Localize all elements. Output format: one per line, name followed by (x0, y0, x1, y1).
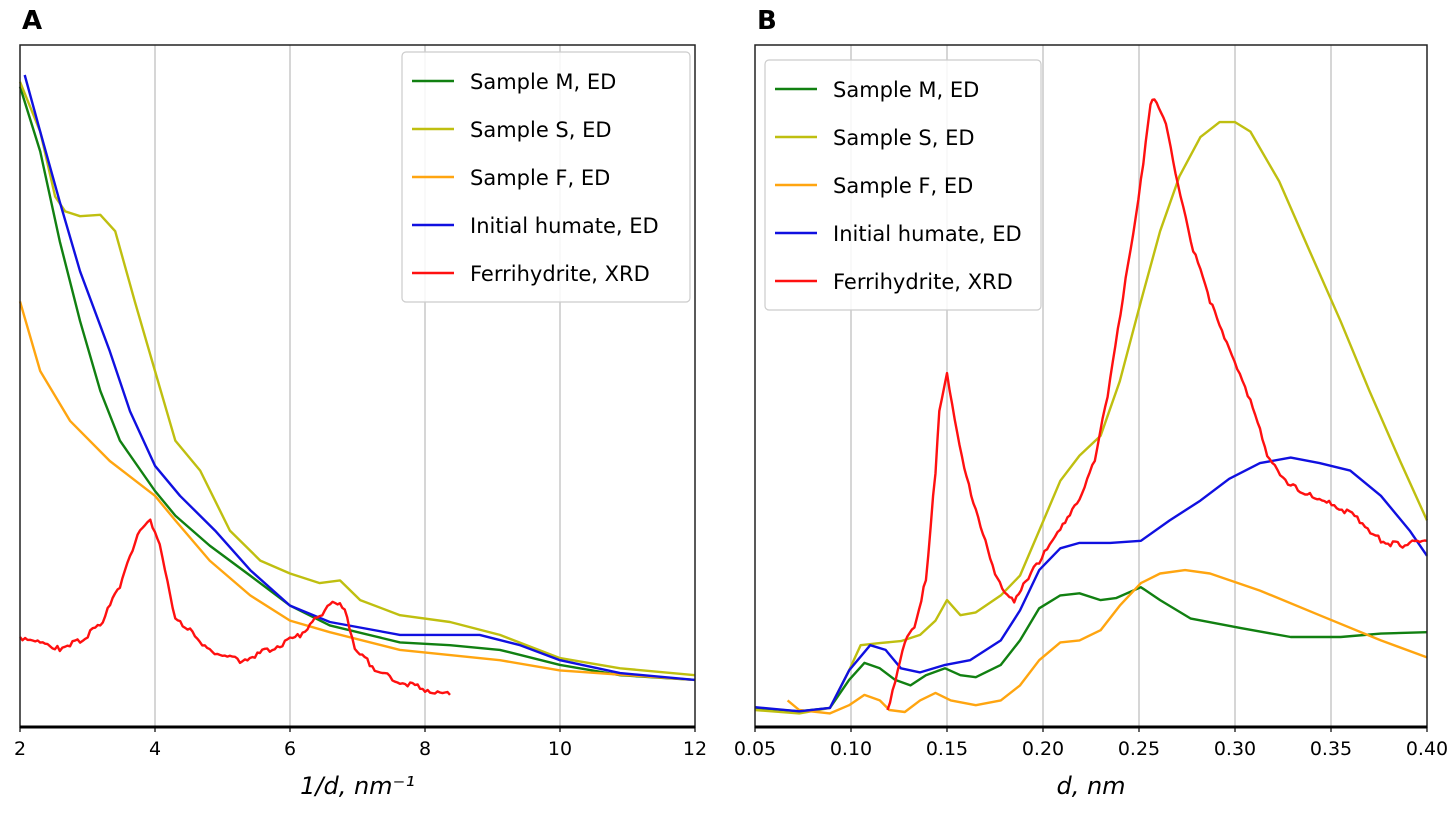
x-tick-label: 4 (149, 738, 161, 760)
series-line-initial-humate-ed (754, 456, 1428, 713)
series-line-ferrihydrite-xrd (886, 98, 1428, 711)
legend-label: Sample S, ED (470, 118, 612, 142)
series-line-initial-humate-ed (23, 74, 696, 682)
series-line-sample-f-ed (786, 568, 1428, 715)
x-tick-label: 8 (419, 738, 431, 760)
legend-label: Initial humate, ED (470, 214, 659, 238)
legend-label: Ferrihydrite, XRD (833, 270, 1013, 294)
panel-label-a: A (22, 6, 42, 36)
x-tick-label: 0.20 (1022, 738, 1064, 760)
panel-label-b: B (757, 6, 777, 36)
legend: Sample M, ED Sample S, ED Sample F, ED Init… (764, 59, 1042, 311)
series-line-sample-f-ed (18, 301, 696, 682)
series-line-ferrihydrite-xrd (19, 518, 451, 696)
x-tick-label: 0.25 (1118, 738, 1160, 760)
x-tick-label: 0.05 (734, 738, 776, 760)
x-tick-label: 0.35 (1310, 738, 1352, 760)
panel-a: A 2 4 6 8 10 12 1/d, nm⁻¹ Sample M, ED Sample S,… (14, 6, 707, 800)
legend-label: Ferrihydrite, XRD (470, 262, 650, 286)
x-tick-label: 0.40 (1406, 738, 1448, 760)
series-line-sample-m-ed (754, 586, 1428, 713)
x-tick-label: 0.15 (926, 738, 968, 760)
legend-box (401, 51, 691, 303)
x-axis-label: 1/d, nm⁻¹ (300, 772, 415, 800)
x-tick-label: 12 (683, 738, 707, 760)
legend: Sample M, ED Sample S, ED Sample F, ED Init… (401, 51, 691, 303)
series-line-sample-s-ed (754, 120, 1429, 715)
series-line-sample-m-ed (18, 86, 696, 682)
x-tick-label: 10 (548, 738, 572, 760)
legend-box (764, 59, 1042, 311)
series-line-sample-s-ed (18, 81, 696, 677)
legend-label: Sample F, ED (833, 174, 973, 198)
x-tick-label: 0.10 (830, 738, 872, 760)
legend-label: Sample S, ED (833, 126, 975, 150)
legend-label: Sample F, ED (470, 166, 610, 190)
x-tick-label: 2 (14, 738, 26, 760)
legend-label: Sample M, ED (833, 78, 979, 102)
x-tick-label: 6 (284, 738, 296, 760)
x-axis-label: d, nm (1056, 772, 1125, 800)
legend-label: Initial humate, ED (833, 222, 1022, 246)
x-tick-label: 0.30 (1214, 738, 1256, 760)
legend-label: Sample M, ED (470, 70, 616, 94)
panel-b: B 0.05 0.10 0.15 0.20 0.25 0.30 0.35 0.40 d, nm S… (734, 6, 1448, 800)
